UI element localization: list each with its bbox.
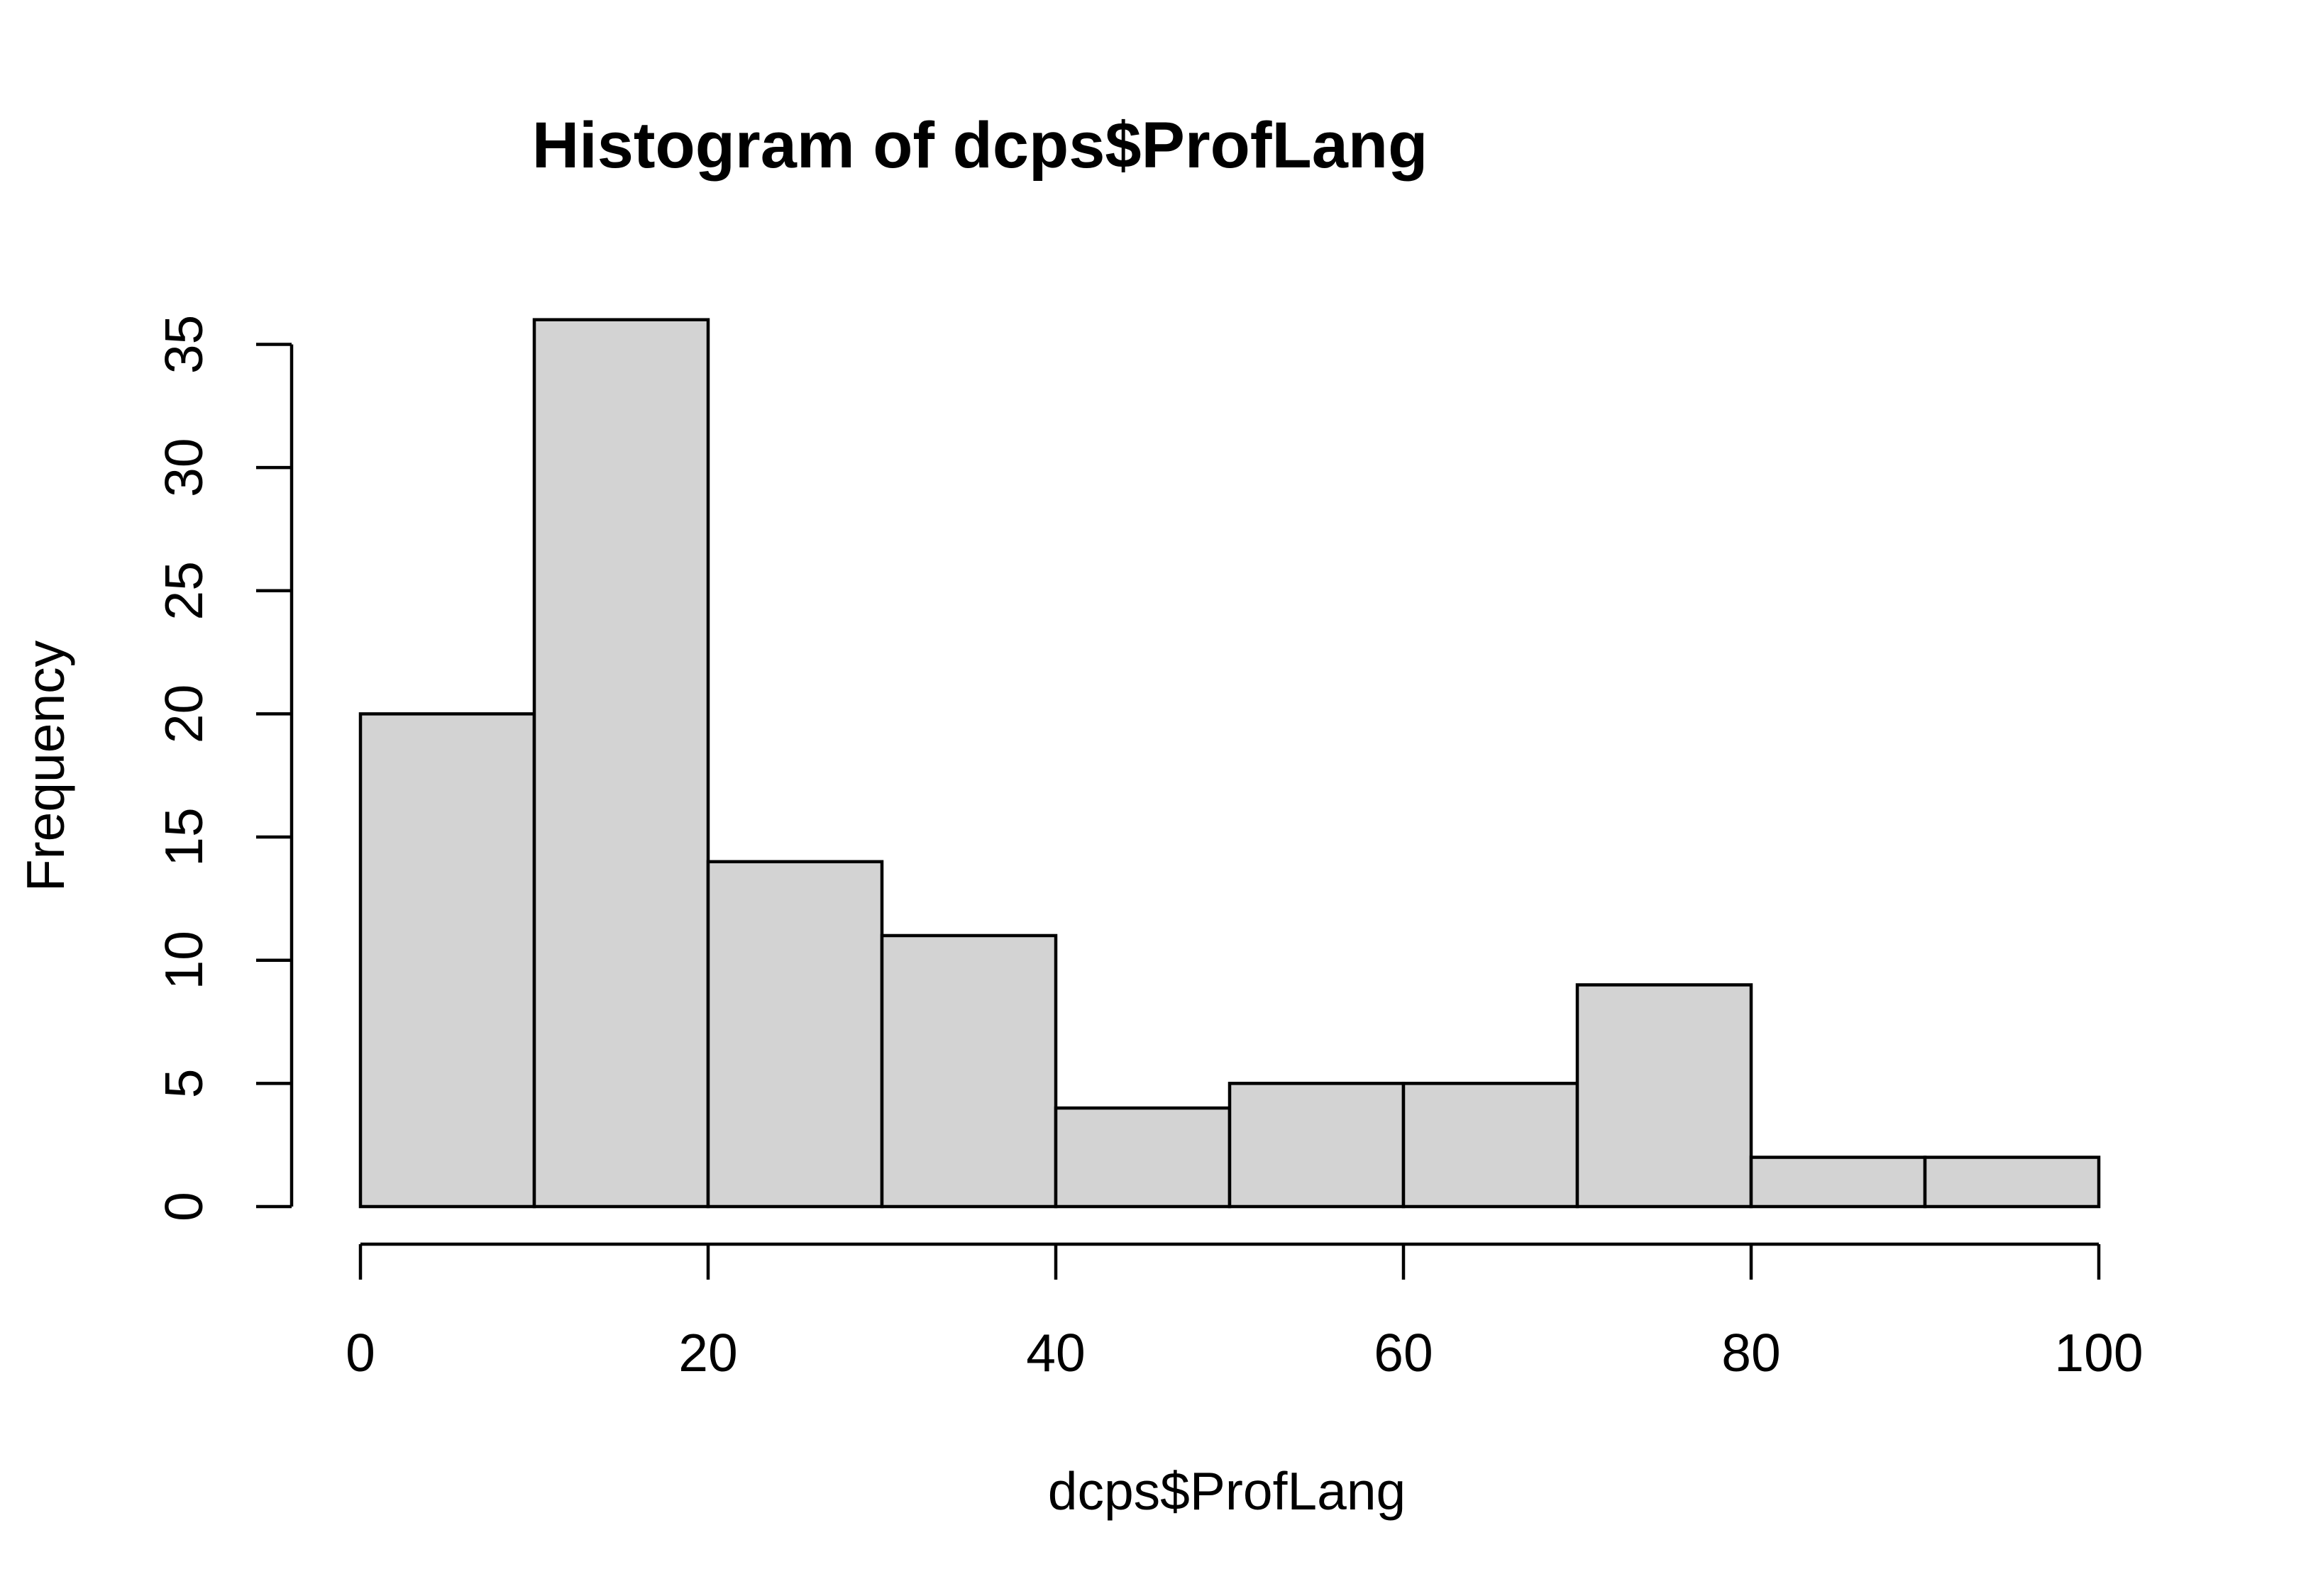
histogram-bar: [1054, 1106, 1232, 1209]
x-tick-label: 80: [1721, 1323, 1780, 1382]
x-tick-label: 60: [1374, 1323, 1433, 1382]
y-tick-label: 35: [154, 315, 214, 374]
histogram-bar: [1749, 1156, 1927, 1209]
histogram-bar: [1575, 983, 1753, 1209]
y-tick-label: 0: [154, 1192, 214, 1221]
y-tick-label: 5: [154, 1068, 214, 1098]
x-tick-label: 40: [1026, 1323, 1085, 1382]
y-tick-label: 30: [154, 438, 214, 497]
histogram-bar: [880, 933, 1058, 1209]
histogram-bar: [1228, 1082, 1406, 1209]
y-tick-label: 10: [154, 931, 214, 990]
y-tick-label: 15: [154, 807, 214, 866]
x-tick-label: 20: [678, 1323, 737, 1382]
histogram-bar: [706, 860, 884, 1209]
chart-title: Histogram of dcps$ProfLang: [532, 109, 1428, 182]
y-axis: 0 5 10 15 20 25 30 35: [154, 315, 294, 1221]
y-axis-label: Frequency: [16, 640, 75, 892]
x-axis-label: dcps$ProfLang: [1048, 1461, 1406, 1521]
histogram-bar: [1401, 1082, 1579, 1209]
y-tick-label: 25: [154, 561, 214, 620]
histogram-bar: [358, 712, 536, 1209]
histogram-bar: [532, 318, 710, 1209]
x-tick-label: 100: [2054, 1323, 2143, 1382]
y-tick-label: 20: [154, 685, 214, 743]
x-tick-label: 0: [346, 1323, 375, 1382]
bars-group: [358, 318, 2101, 1209]
x-axis: 0 20 40 60 80 100: [346, 1242, 2144, 1382]
histogram-bar: [1923, 1156, 2101, 1209]
